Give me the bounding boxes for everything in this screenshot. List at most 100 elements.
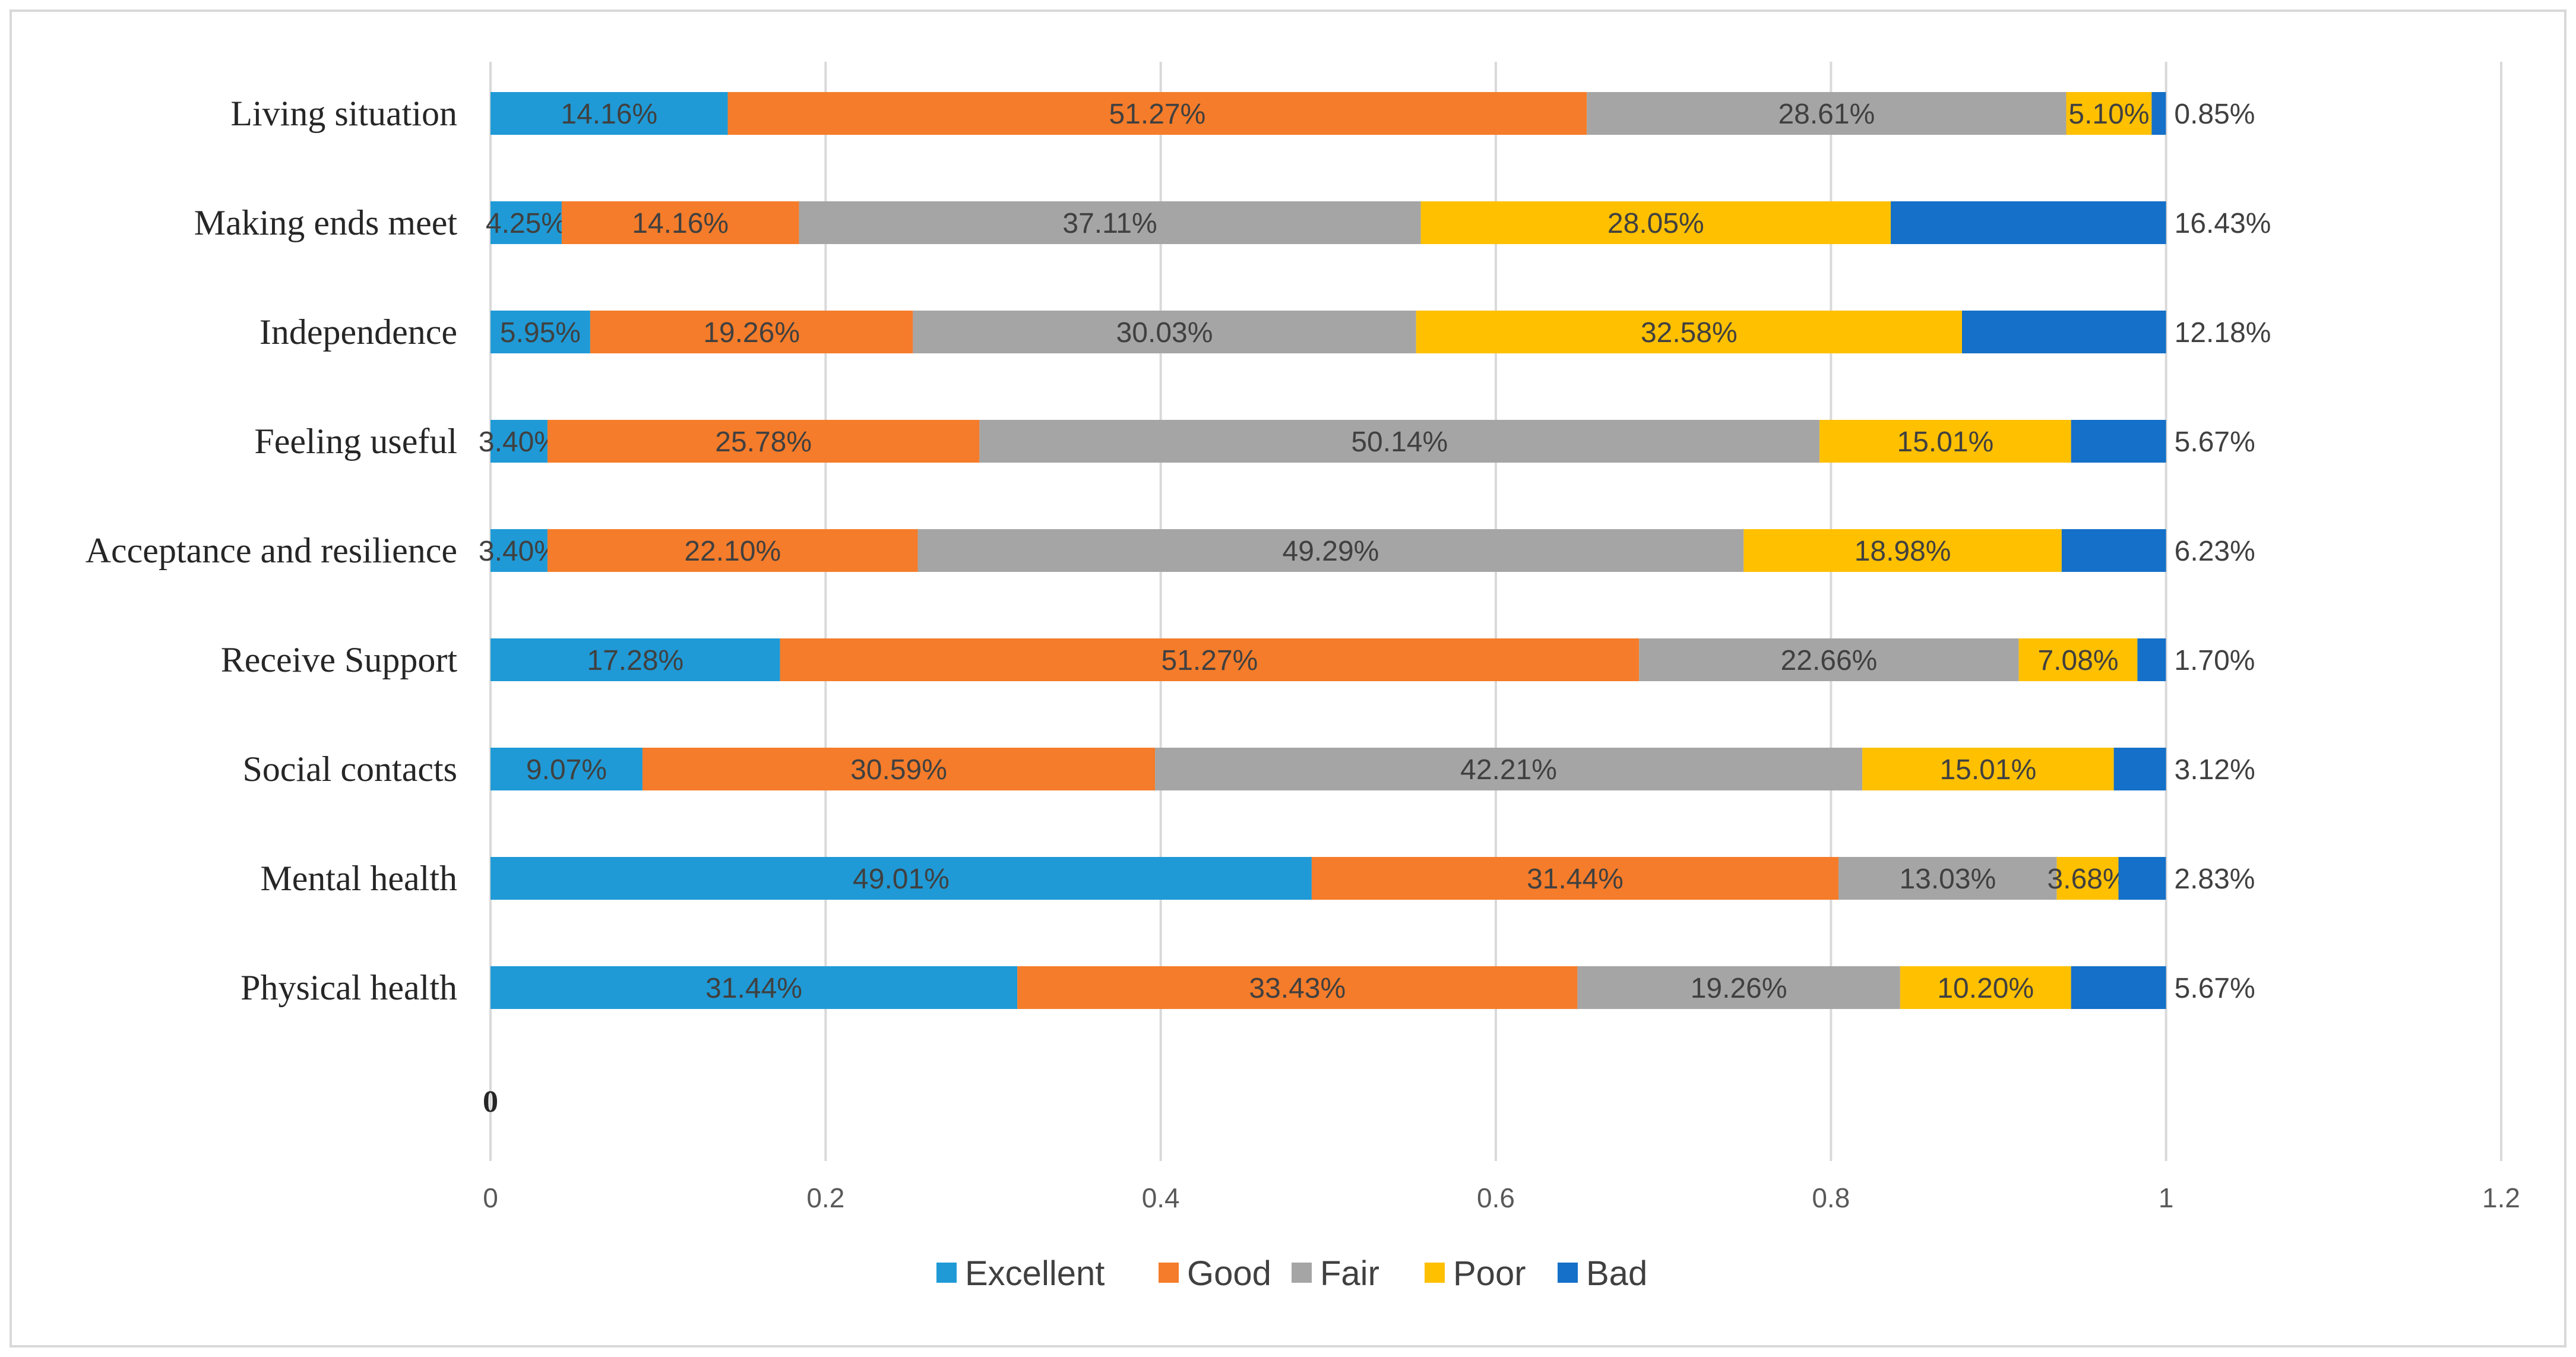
bar-excellent: [490, 857, 1312, 900]
data-label: 15.01%: [1939, 754, 2036, 786]
data-label: 5.67%: [2175, 973, 2255, 1004]
bar-good: [547, 420, 980, 463]
bar-poor: [1819, 420, 2071, 463]
bar-bad: [2137, 638, 2166, 681]
category-label: Independence: [260, 312, 457, 352]
legend-label: Bad: [1586, 1254, 1647, 1293]
bar-excellent: [490, 638, 780, 681]
data-label: 32.58%: [1641, 317, 1738, 349]
category-label: Feeling useful: [254, 422, 457, 461]
data-label: 3.40%: [479, 536, 559, 567]
bars: 14.16% 51.27% 28.61% 5.10% 0.85% 4.25% 14.16% 3…: [479, 92, 2271, 1009]
bar-bad: [2151, 92, 2166, 135]
bar-good: [642, 748, 1156, 790]
data-label: 42.21%: [1460, 754, 1557, 786]
bar-good: [547, 529, 918, 572]
bar-poor: [1416, 311, 1962, 353]
bar-good: [561, 201, 799, 244]
category-label: Receive Support: [221, 640, 458, 679]
legend-swatch-good: [1159, 1263, 1179, 1283]
legend-swatch-fair: [1292, 1263, 1312, 1283]
bar-fair: [1838, 857, 2057, 900]
bar-good: [727, 92, 1587, 135]
legend-label: Excellent: [965, 1254, 1105, 1293]
bar-poor: [2056, 857, 2119, 900]
chart-frame: 14.16% 51.27% 28.61% 5.10% 0.85% 4.25% 14.16% 3…: [10, 10, 2566, 1347]
bar-fair: [1639, 638, 2019, 681]
x-tick-label: 1.2: [2482, 1182, 2520, 1213]
bar-excellent: [490, 529, 548, 572]
data-label: 0.85%: [2174, 99, 2255, 130]
data-label: 3.40%: [479, 426, 559, 458]
data-label: 5.67%: [2175, 426, 2255, 458]
bar-fair: [1577, 966, 1900, 1009]
legend-swatch-poor: [1425, 1263, 1445, 1283]
data-label: 25.78%: [715, 426, 812, 458]
x-tick-label: 0.6: [1477, 1182, 1515, 1213]
legend: Excellent Good Fair Poor Bad: [936, 1254, 1647, 1293]
bar-poor: [1420, 201, 1891, 244]
bar-excellent: [490, 201, 562, 244]
legend-swatch-excellent: [936, 1263, 957, 1283]
bar-excellent: [490, 92, 728, 135]
data-label: 30.59%: [850, 754, 947, 786]
data-label: 31.44%: [705, 973, 802, 1004]
bar-poor: [1900, 966, 2071, 1009]
data-label: 17.28%: [587, 645, 683, 676]
data-label: 22.10%: [684, 536, 781, 567]
data-label: 5.95%: [500, 317, 581, 349]
bar-bad: [1961, 311, 2166, 353]
bar-bad: [2113, 748, 2166, 790]
bar-bad: [2071, 966, 2166, 1009]
data-label: 33.43%: [1249, 973, 1346, 1004]
data-label: 9.07%: [526, 754, 607, 786]
category-label: Social contacts: [242, 749, 457, 789]
bar-bad: [2118, 857, 2166, 900]
data-label: 12.18%: [2175, 317, 2271, 349]
data-label: 37.11%: [1062, 208, 1157, 239]
bar-fair: [917, 529, 1744, 572]
category-label: Mental health: [260, 859, 457, 898]
data-label: 3.12%: [2175, 754, 2255, 786]
data-label: 5.10%: [2068, 99, 2149, 130]
category-label: Physical health: [240, 968, 457, 1007]
data-label: 2.83%: [2174, 863, 2255, 895]
data-label: 10.20%: [1937, 973, 2034, 1004]
data-label: 28.05%: [1607, 208, 1704, 239]
bar-fair: [913, 311, 1416, 353]
data-label: 31.44%: [1527, 863, 1624, 895]
data-label: 16.43%: [2175, 208, 2271, 239]
legend-label: Good: [1187, 1254, 1271, 1293]
category-label: Acceptance and resilience: [86, 531, 457, 570]
legend-label: Fair: [1320, 1254, 1379, 1293]
category-labels: Living situation Making ends meet Independ…: [86, 94, 458, 1007]
bar-excellent: [490, 748, 643, 790]
bar-fair: [1155, 748, 1863, 790]
bar-fair: [799, 201, 1421, 244]
data-label: 19.26%: [1691, 973, 1787, 1004]
bar-bad: [1891, 201, 2166, 244]
x-tick-label: 0: [483, 1182, 498, 1213]
data-label: 4.25%: [486, 208, 567, 239]
bar-good: [780, 638, 1640, 681]
data-label: 13.03%: [1899, 863, 1996, 895]
stacked-bar-chart: 14.16% 51.27% 28.61% 5.10% 0.85% 4.25% 14.16% 3…: [86, 62, 2520, 1293]
bar-poor: [1862, 748, 2114, 790]
data-label: 3.68%: [2047, 863, 2128, 895]
data-label: 15.01%: [1897, 426, 1994, 458]
bar-poor: [2066, 92, 2152, 135]
data-label: 51.27%: [1162, 645, 1258, 676]
data-label: 18.98%: [1855, 536, 1951, 567]
bar-excellent: [490, 420, 548, 463]
data-label: 49.29%: [1283, 536, 1379, 567]
bar-good: [590, 311, 913, 353]
bar-bad: [2071, 420, 2166, 463]
category-label: Living situation: [230, 94, 457, 133]
x-tick-label: 0.8: [1812, 1182, 1850, 1213]
x-tick-label: 0.2: [806, 1182, 844, 1213]
data-label: 50.14%: [1351, 426, 1448, 458]
x-axis-ticks: 0 0.2 0.4 0.6 0.8 1 1.2: [483, 1182, 2520, 1213]
bar-excellent: [490, 966, 1018, 1009]
data-label: 49.01%: [853, 863, 950, 895]
bar-fair: [979, 420, 1820, 463]
